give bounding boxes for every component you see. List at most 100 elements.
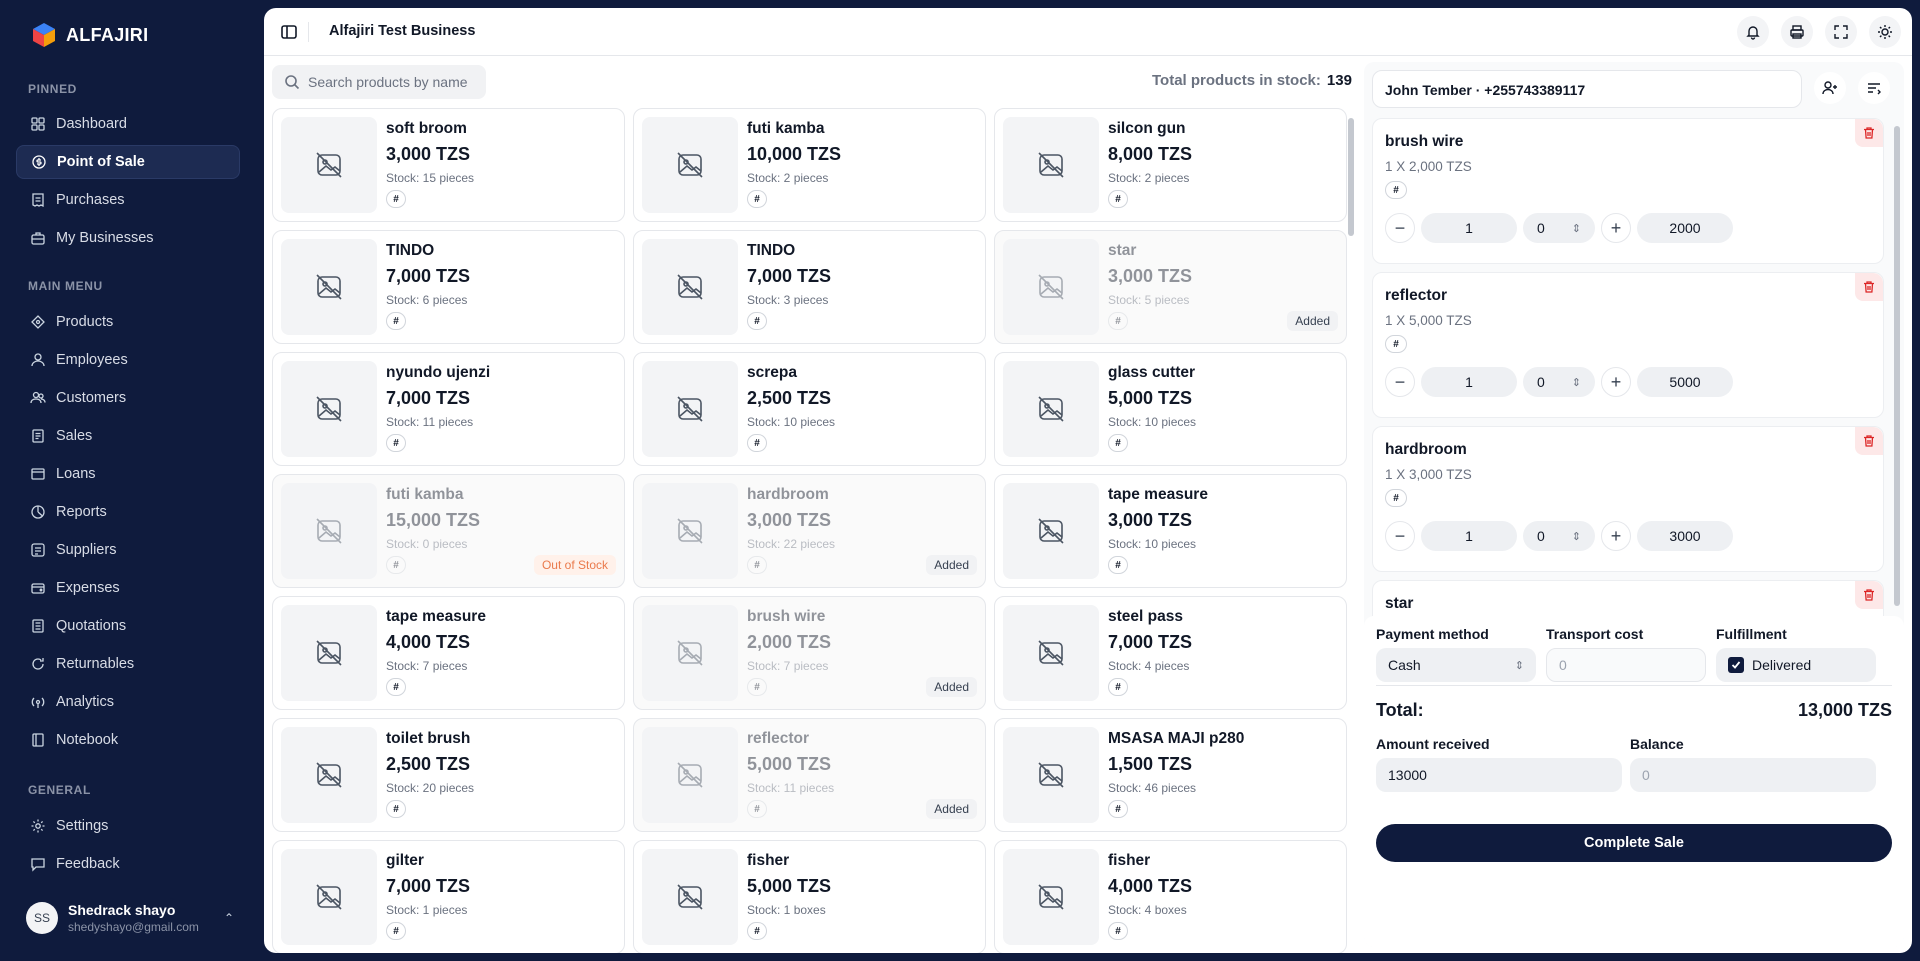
sidebar-item-sales[interactable]: Sales xyxy=(16,419,240,453)
transport-cost-input[interactable]: 0 xyxy=(1546,648,1706,682)
product-card[interactable]: fisher 4,000 TZS Stock: 4 boxes # xyxy=(994,840,1347,953)
increase-quantity-button[interactable]: + xyxy=(1601,367,1631,397)
cart-scrollbar-thumb[interactable] xyxy=(1894,126,1900,606)
search-bar[interactable] xyxy=(272,65,486,99)
line-total-input[interactable]: 2000 xyxy=(1637,213,1733,243)
product-tag[interactable]: # xyxy=(1108,556,1128,574)
product-card[interactable]: gilter 7,000 TZS Stock: 1 pieces # xyxy=(272,840,625,953)
sidebar-item-notebook[interactable]: Notebook xyxy=(16,723,240,757)
increase-quantity-button[interactable]: + xyxy=(1601,521,1631,551)
sidebar-item-products[interactable]: Products xyxy=(16,305,240,339)
decrease-quantity-button[interactable]: − xyxy=(1385,367,1415,397)
product-card[interactable]: futi kamba 15,000 TZS Stock: 0 pieces # Out … xyxy=(272,474,625,588)
remove-item-button[interactable] xyxy=(1855,119,1883,147)
product-card[interactable]: brush wire 2,000 TZS Stock: 7 pieces # Added xyxy=(633,596,986,710)
product-tag[interactable]: # xyxy=(1108,800,1128,818)
product-tag[interactable]: # xyxy=(386,800,406,818)
amount-received-input[interactable]: 13000 xyxy=(1376,758,1622,792)
remove-item-button[interactable] xyxy=(1855,581,1883,609)
product-tag[interactable]: # xyxy=(747,800,767,818)
sidebar-item-customers[interactable]: Customers xyxy=(16,381,240,415)
decrease-quantity-button[interactable]: − xyxy=(1385,521,1415,551)
product-tag[interactable]: # xyxy=(386,678,406,696)
product-card[interactable]: TINDO 7,000 TZS Stock: 3 pieces # xyxy=(633,230,986,344)
product-card[interactable]: star 3,000 TZS Stock: 5 pieces # Added xyxy=(994,230,1347,344)
sidebar-toggle-icon[interactable] xyxy=(280,23,298,41)
product-tag[interactable]: # xyxy=(747,312,767,330)
brand[interactable]: ALFAJIRI xyxy=(32,22,148,48)
sidebar-item-dashboard[interactable]: Dashboard xyxy=(16,107,240,141)
payment-method-select[interactable]: Cash ⇕ xyxy=(1376,648,1536,682)
sidebar-item-settings[interactable]: Settings xyxy=(16,809,240,843)
product-tag[interactable]: # xyxy=(386,312,406,330)
customer-select[interactable]: John Tember · +255743389117 xyxy=(1372,70,1802,108)
remove-item-button[interactable] xyxy=(1855,273,1883,301)
cart-item-tag[interactable]: # xyxy=(1385,181,1407,199)
product-card[interactable]: tape measure 3,000 TZS Stock: 10 pieces # xyxy=(994,474,1347,588)
product-card[interactable]: reflector 5,000 TZS Stock: 11 pieces # Added xyxy=(633,718,986,832)
product-tag[interactable]: # xyxy=(747,190,767,208)
sidebar-item-expenses[interactable]: Expenses xyxy=(16,571,240,605)
sidebar-item-quotations[interactable]: Quotations xyxy=(16,609,240,643)
quantity-input[interactable]: 1 xyxy=(1421,521,1517,551)
cart-item-tag[interactable]: # xyxy=(1385,489,1407,507)
sidebar-item-feedback[interactable]: Feedback xyxy=(16,847,240,881)
product-card[interactable]: glass cutter 5,000 TZS Stock: 10 pieces # xyxy=(994,352,1347,466)
product-card[interactable]: steel pass 7,000 TZS Stock: 4 pieces # xyxy=(994,596,1347,710)
search-input[interactable] xyxy=(308,74,478,90)
cart-item-tag[interactable]: # xyxy=(1385,335,1407,353)
product-card[interactable]: TINDO 7,000 TZS Stock: 6 pieces # xyxy=(272,230,625,344)
product-card[interactable]: hardbroom 3,000 TZS Stock: 22 pieces # Added xyxy=(633,474,986,588)
quantity-input[interactable]: 1 xyxy=(1421,367,1517,397)
decrease-quantity-button[interactable]: − xyxy=(1385,213,1415,243)
product-tag[interactable]: # xyxy=(747,556,767,574)
product-card[interactable]: silcon gun 8,000 TZS Stock: 2 pieces # xyxy=(994,108,1347,222)
product-card[interactable]: screpa 2,500 TZS Stock: 10 pieces # xyxy=(633,352,986,466)
remove-item-button[interactable] xyxy=(1855,427,1883,455)
sidebar-item-suppliers[interactable]: Suppliers xyxy=(16,533,240,567)
balance-input[interactable]: 0 xyxy=(1630,758,1876,792)
complete-sale-button[interactable]: Complete Sale xyxy=(1376,824,1892,862)
product-card[interactable]: nyundo ujenzi 7,000 TZS Stock: 11 pieces # xyxy=(272,352,625,466)
product-tag[interactable]: # xyxy=(1108,678,1128,696)
sidebar-item-reports[interactable]: Reports xyxy=(16,495,240,529)
product-tag[interactable]: # xyxy=(747,678,767,696)
product-tag[interactable]: # xyxy=(386,434,406,452)
line-total-input[interactable]: 5000 xyxy=(1637,367,1733,397)
product-tag[interactable]: # xyxy=(386,190,406,208)
print-button[interactable] xyxy=(1781,16,1813,48)
product-tag[interactable]: # xyxy=(1108,922,1128,940)
product-card[interactable]: MSASA MAJI p280 1,500 TZS Stock: 46 pieces… xyxy=(994,718,1347,832)
product-scrollbar[interactable] xyxy=(1348,108,1354,953)
add-customer-button[interactable] xyxy=(1814,72,1846,104)
sidebar-item-loans[interactable]: Loans xyxy=(16,457,240,491)
product-tag[interactable]: # xyxy=(1108,434,1128,452)
user-menu[interactable]: SS Shedrack shayo shedyshayo@gmail.com ⌃ xyxy=(26,898,234,938)
sidebar-item-my-businesses[interactable]: My Businesses xyxy=(16,221,240,255)
product-card[interactable]: soft broom 3,000 TZS Stock: 15 pieces # xyxy=(272,108,625,222)
fullscreen-button[interactable] xyxy=(1825,16,1857,48)
sidebar-item-employees[interactable]: Employees xyxy=(16,343,240,377)
theme-toggle-button[interactable] xyxy=(1869,16,1901,48)
sub-unit-select[interactable]: 0 ⇕ xyxy=(1523,213,1595,243)
product-tag[interactable]: # xyxy=(386,922,406,940)
product-card[interactable]: tape measure 4,000 TZS Stock: 7 pieces # xyxy=(272,596,625,710)
quantity-input[interactable]: 1 xyxy=(1421,213,1517,243)
line-total-input[interactable]: 3000 xyxy=(1637,521,1733,551)
sub-unit-select[interactable]: 0 ⇕ xyxy=(1523,521,1595,551)
product-tag[interactable]: # xyxy=(747,922,767,940)
product-card[interactable]: fisher 5,000 TZS Stock: 1 boxes # xyxy=(633,840,986,953)
product-tag[interactable]: # xyxy=(747,434,767,452)
increase-quantity-button[interactable]: + xyxy=(1601,213,1631,243)
scrollbar-thumb[interactable] xyxy=(1348,118,1354,236)
product-card[interactable]: toilet brush 2,500 TZS Stock: 20 pieces # xyxy=(272,718,625,832)
cart-options-button[interactable] xyxy=(1858,72,1890,104)
product-tag[interactable]: # xyxy=(386,556,406,574)
product-tag[interactable]: # xyxy=(1108,190,1128,208)
sidebar-item-point-of-sale[interactable]: Point of Sale xyxy=(16,145,240,179)
fulfillment-checkbox[interactable]: Delivered xyxy=(1716,648,1876,682)
sidebar-item-analytics[interactable]: Analytics xyxy=(16,685,240,719)
product-tag[interactable]: # xyxy=(1108,312,1128,330)
sidebar-item-purchases[interactable]: Purchases xyxy=(16,183,240,217)
cart-scrollbar[interactable] xyxy=(1894,118,1900,616)
